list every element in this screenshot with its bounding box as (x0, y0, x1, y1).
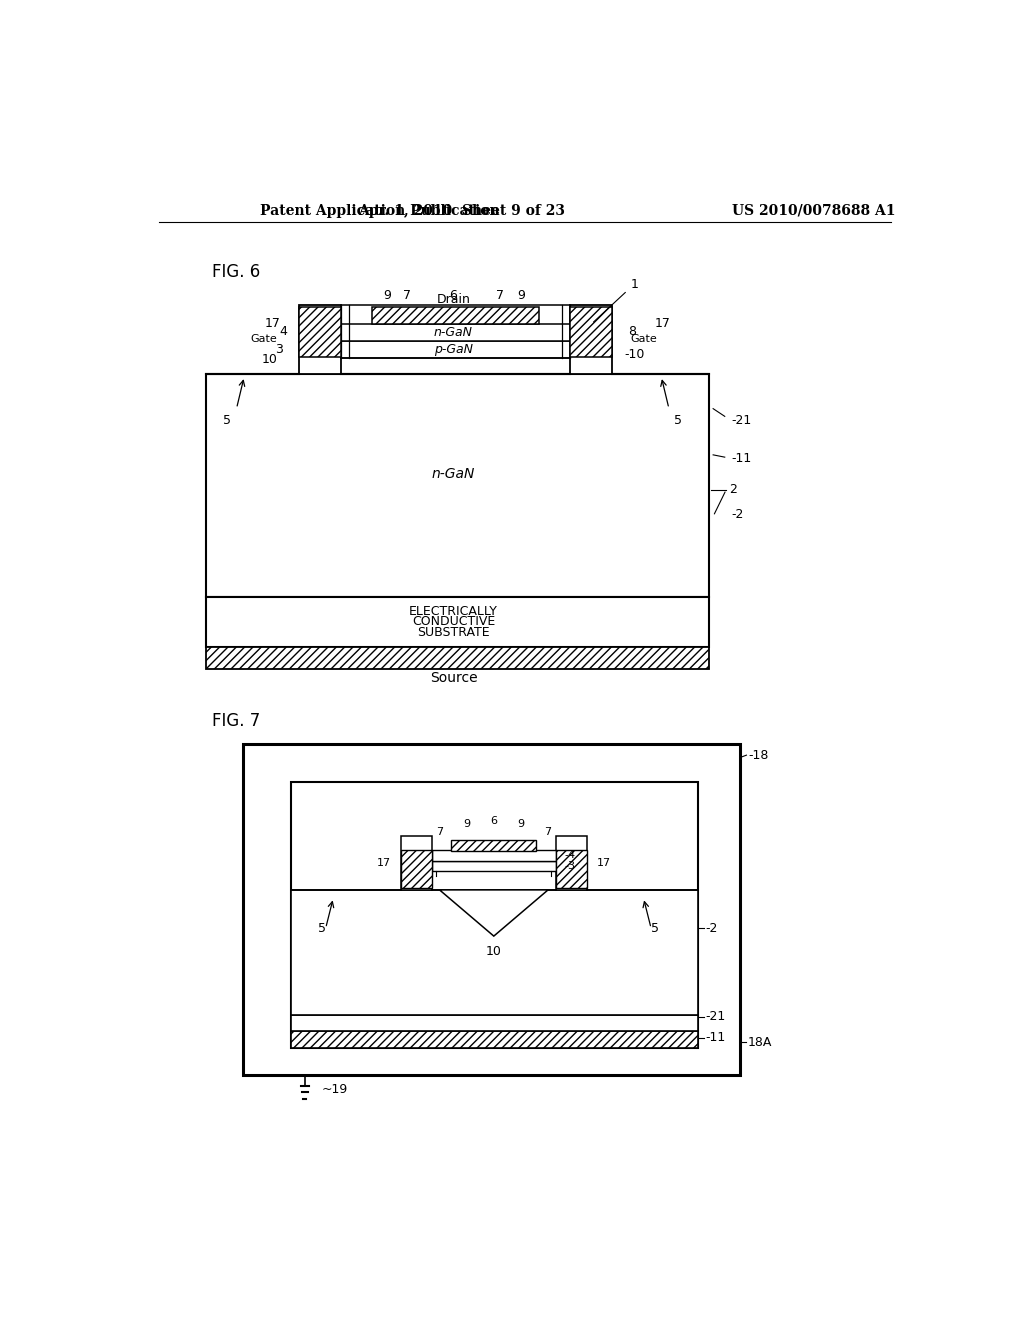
Bar (432, 850, 556, 861)
Text: 7: 7 (496, 289, 504, 302)
Text: Drain: Drain (436, 293, 470, 306)
Text: -18: -18 (748, 748, 768, 762)
Text: n-GaN: n-GaN (432, 467, 475, 480)
Text: 9: 9 (384, 289, 391, 302)
Bar (291, 781, 697, 1048)
Text: 9: 9 (517, 820, 524, 829)
Text: 17: 17 (597, 858, 611, 869)
Text: 3: 3 (275, 343, 283, 356)
Bar (299, 305, 341, 374)
Text: FIG. 7: FIG. 7 (212, 711, 260, 730)
Text: 5: 5 (651, 921, 659, 935)
Text: ~19: ~19 (322, 1082, 348, 1096)
Bar (341, 323, 569, 341)
Bar (299, 308, 341, 358)
Text: 5: 5 (317, 921, 326, 935)
Text: SUBSTRATE: SUBSTRATE (417, 626, 489, 639)
Text: -21: -21 (731, 413, 752, 426)
Text: ELECTRICALLY: ELECTRICALLY (409, 605, 498, 618)
Bar (556, 850, 587, 888)
Bar (400, 850, 432, 888)
Text: -2: -2 (706, 921, 718, 935)
Text: 1: 1 (594, 277, 638, 322)
Text: Source: Source (430, 671, 477, 685)
Text: 17: 17 (265, 317, 281, 330)
Text: 7: 7 (545, 828, 552, 837)
Text: 18A: 18A (748, 1036, 772, 1049)
Bar (569, 308, 612, 358)
Text: -11: -11 (731, 453, 752, 465)
Bar (372, 308, 539, 323)
Bar (452, 840, 537, 851)
Bar (291, 1015, 697, 1031)
Text: 9: 9 (463, 820, 470, 829)
Text: 7: 7 (403, 289, 411, 302)
Text: FIG. 6: FIG. 6 (212, 264, 260, 281)
Text: 7: 7 (436, 828, 443, 837)
Text: -21: -21 (706, 1010, 726, 1023)
Text: Gate: Gate (251, 334, 278, 343)
Text: -4: -4 (564, 850, 575, 861)
Bar (556, 836, 587, 890)
Text: 17: 17 (377, 858, 391, 869)
Bar (206, 374, 710, 598)
Text: 2: 2 (729, 483, 736, 496)
Text: 4: 4 (279, 325, 287, 338)
Bar (432, 861, 556, 871)
Bar (243, 743, 740, 1074)
Bar (400, 836, 432, 890)
Bar (206, 647, 710, 669)
Text: 6: 6 (490, 816, 498, 825)
Text: 9: 9 (517, 289, 525, 302)
Text: Patent Application Publication: Patent Application Publication (260, 203, 500, 218)
Text: 5: 5 (223, 413, 231, 426)
Text: -3: -3 (564, 861, 575, 871)
Bar (206, 598, 710, 647)
Text: Gate: Gate (630, 334, 657, 343)
Text: 17: 17 (655, 317, 671, 330)
Text: 6: 6 (450, 289, 458, 302)
Text: -2: -2 (731, 508, 743, 520)
Text: -11: -11 (706, 1031, 726, 1044)
Text: n-GaN: n-GaN (434, 326, 473, 339)
Text: 10: 10 (485, 945, 502, 958)
Text: Apr. 1, 2010  Sheet 9 of 23: Apr. 1, 2010 Sheet 9 of 23 (357, 203, 565, 218)
Text: 5: 5 (674, 413, 682, 426)
Text: 10: 10 (262, 352, 278, 366)
Text: CONDUCTIVE: CONDUCTIVE (412, 615, 496, 628)
Bar (569, 305, 612, 374)
Text: p-GaN: p-GaN (434, 343, 473, 356)
Bar (341, 341, 569, 358)
Bar (291, 1031, 697, 1048)
Text: 8: 8 (628, 325, 636, 338)
Text: -10: -10 (624, 348, 644, 362)
Bar (291, 890, 697, 1015)
Text: US 2010/0078688 A1: US 2010/0078688 A1 (732, 203, 896, 218)
Polygon shape (439, 890, 548, 936)
